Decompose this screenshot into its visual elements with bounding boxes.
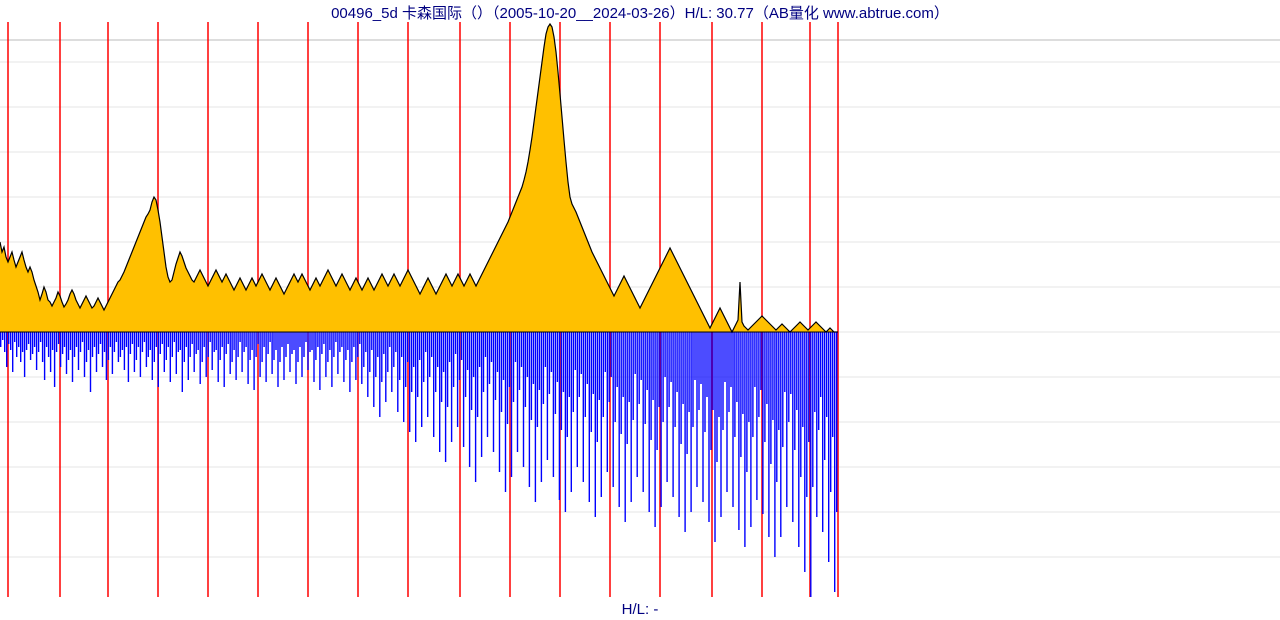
chart-footer: H/L: - [0,601,1280,618]
chart-area [0,22,1280,597]
chart-title: 00496_5d 卡森国际（）（2005-10-20__2024-03-26）H… [0,2,1280,23]
chart-svg [0,22,1280,597]
